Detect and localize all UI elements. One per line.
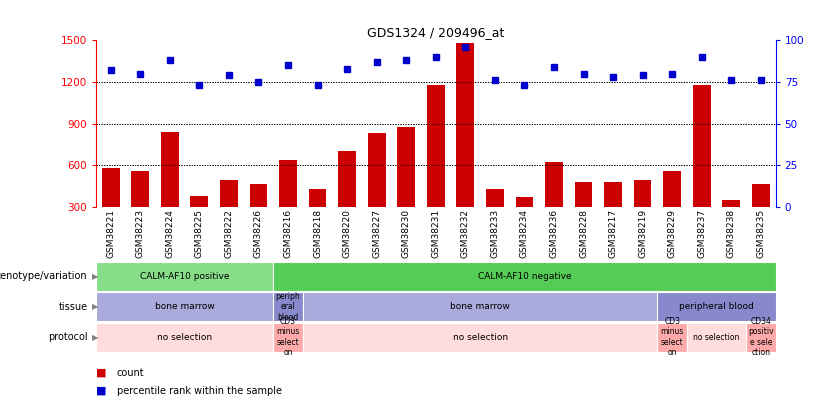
Bar	[515, 197, 533, 207]
Text: CD34
positiv
e sele
ction: CD34 positiv e sele ction	[748, 317, 774, 357]
Text: GSM38219: GSM38219	[638, 209, 647, 258]
Bar	[663, 171, 681, 207]
Text: count: count	[117, 368, 144, 377]
Bar	[657, 322, 687, 352]
Text: GSM38223: GSM38223	[136, 209, 145, 258]
Text: GSM38225: GSM38225	[195, 209, 203, 258]
Bar	[132, 171, 149, 207]
Text: GSM38222: GSM38222	[224, 209, 234, 258]
Bar	[96, 292, 274, 322]
Bar	[274, 292, 303, 322]
Bar	[575, 181, 592, 207]
Bar	[249, 184, 268, 207]
Text: periph
eral
blood: periph eral blood	[275, 292, 300, 322]
Text: ■: ■	[96, 368, 107, 377]
Text: no selection: no selection	[157, 333, 212, 342]
Bar	[274, 262, 776, 291]
Bar	[279, 160, 297, 207]
Bar	[693, 85, 711, 207]
Text: GSM38217: GSM38217	[609, 209, 618, 258]
Bar	[634, 180, 651, 207]
Text: CALM-AF10 positive: CALM-AF10 positive	[140, 272, 229, 281]
Bar	[96, 322, 274, 352]
Text: GSM38234: GSM38234	[520, 209, 529, 258]
Text: ■: ■	[96, 386, 107, 396]
Text: GSM38231: GSM38231	[431, 209, 440, 258]
Text: GSM38228: GSM38228	[579, 209, 588, 258]
Text: CD3
minus
select
on: CD3 minus select on	[276, 317, 299, 357]
Text: no selection: no selection	[693, 333, 740, 342]
Text: CALM-AF10 negative: CALM-AF10 negative	[478, 272, 571, 281]
Text: no selection: no selection	[453, 333, 508, 342]
Bar	[274, 322, 303, 352]
Bar	[161, 132, 178, 207]
Text: GSM38224: GSM38224	[165, 209, 174, 258]
Text: GSM38218: GSM38218	[313, 209, 322, 258]
Bar	[604, 182, 622, 207]
Text: GSM38236: GSM38236	[550, 209, 559, 258]
Bar	[303, 322, 657, 352]
Bar	[339, 151, 356, 207]
Bar	[486, 189, 504, 207]
Text: GSM38229: GSM38229	[668, 209, 676, 258]
Text: GSM38237: GSM38237	[697, 209, 706, 258]
Bar	[545, 162, 563, 207]
Bar	[102, 168, 119, 207]
Bar	[303, 292, 657, 322]
Text: genotype/variation: genotype/variation	[0, 271, 88, 281]
Bar	[427, 85, 445, 207]
Text: bone marrow: bone marrow	[450, 302, 510, 311]
Text: ▶: ▶	[92, 333, 98, 342]
Bar	[96, 262, 274, 291]
Bar	[722, 200, 740, 207]
Text: GSM38221: GSM38221	[106, 209, 115, 258]
Text: GSM38216: GSM38216	[284, 209, 293, 258]
Text: ▶: ▶	[92, 272, 98, 281]
Text: GSM38238: GSM38238	[726, 209, 736, 258]
Text: GSM38233: GSM38233	[490, 209, 500, 258]
Title: GDS1324 / 209496_at: GDS1324 / 209496_at	[367, 26, 505, 39]
Bar	[687, 322, 746, 352]
Text: tissue: tissue	[58, 302, 88, 312]
Bar	[746, 322, 776, 352]
Bar	[309, 189, 326, 207]
Text: GSM38230: GSM38230	[402, 209, 410, 258]
Text: percentile rank within the sample: percentile rank within the sample	[117, 386, 282, 396]
Text: GSM38235: GSM38235	[756, 209, 766, 258]
Text: GSM38220: GSM38220	[343, 209, 352, 258]
Text: GSM38232: GSM38232	[461, 209, 470, 258]
Text: protocol: protocol	[48, 332, 88, 342]
Text: bone marrow: bone marrow	[154, 302, 214, 311]
Text: CD3
minus
select
on: CD3 minus select on	[661, 317, 684, 357]
Bar	[456, 43, 475, 207]
Text: ▶: ▶	[92, 302, 98, 311]
Bar	[220, 180, 238, 207]
Bar	[397, 127, 415, 207]
Bar	[190, 196, 208, 207]
Bar	[752, 184, 770, 207]
Text: peripheral blood: peripheral blood	[679, 302, 754, 311]
Text: GSM38226: GSM38226	[254, 209, 263, 258]
Bar	[657, 292, 776, 322]
Bar	[368, 132, 385, 207]
Text: GSM38227: GSM38227	[372, 209, 381, 258]
